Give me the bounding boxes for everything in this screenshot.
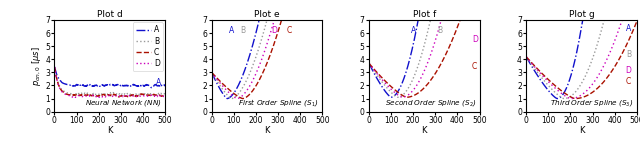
Text: D: D xyxy=(271,26,277,35)
Text: B: B xyxy=(241,26,246,35)
Y-axis label: $p_{on,0}$ [$\mu s$]: $p_{on,0}$ [$\mu s$] xyxy=(30,46,43,86)
Text: Second Order Spline ($S_2$): Second Order Spline ($S_2$) xyxy=(385,98,476,108)
Text: B: B xyxy=(438,26,443,35)
Text: Neural Network ($NN$): Neural Network ($NN$) xyxy=(85,97,162,108)
Text: C: C xyxy=(287,26,292,35)
Text: Third Order Spline ($S_3$): Third Order Spline ($S_3$) xyxy=(550,98,634,108)
Text: A: A xyxy=(156,78,161,87)
X-axis label: K: K xyxy=(579,126,584,135)
Text: D: D xyxy=(625,66,631,75)
X-axis label: K: K xyxy=(264,126,269,135)
Title: Plot f: Plot f xyxy=(413,10,436,19)
Text: A: A xyxy=(411,26,416,35)
Text: C: C xyxy=(472,62,477,71)
Title: Plot e: Plot e xyxy=(254,10,280,19)
Text: D: D xyxy=(472,35,477,44)
X-axis label: K: K xyxy=(107,126,113,135)
Text: First Order Spline ($S_1$): First Order Spline ($S_1$) xyxy=(238,97,319,108)
Text: B: B xyxy=(626,50,631,59)
Title: Plot d: Plot d xyxy=(97,10,123,19)
Legend: A, B, C, D: A, B, C, D xyxy=(132,22,163,71)
X-axis label: K: K xyxy=(422,126,427,135)
Title: Plot g: Plot g xyxy=(568,10,595,19)
Text: A: A xyxy=(229,26,235,35)
Text: A: A xyxy=(626,24,631,34)
Text: C: C xyxy=(626,77,631,86)
